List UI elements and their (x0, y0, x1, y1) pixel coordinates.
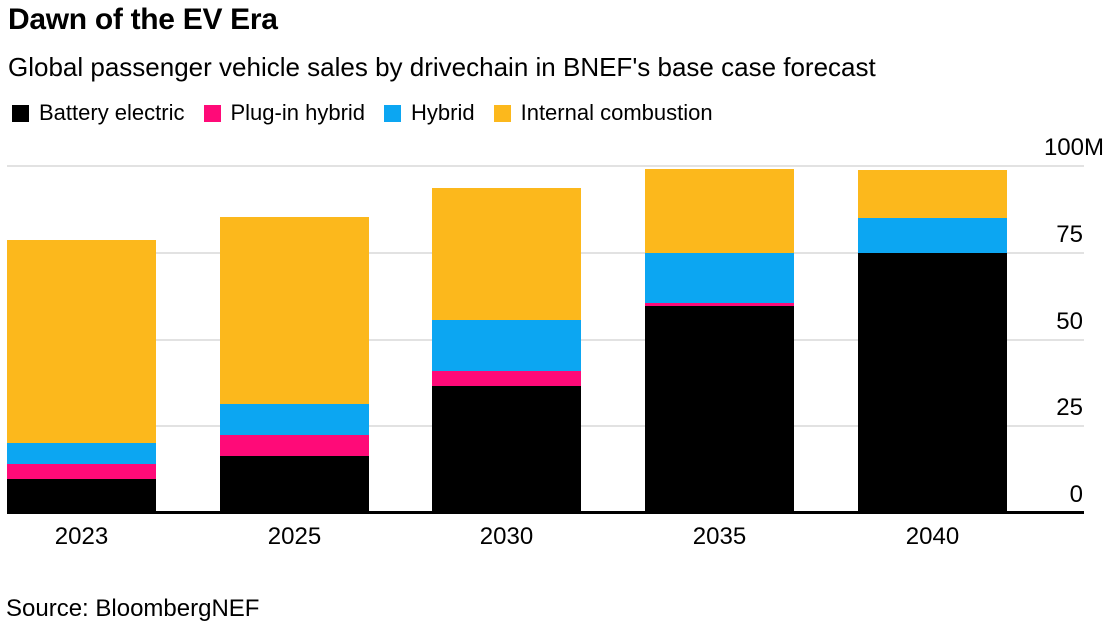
legend-swatch-battery-electric (12, 104, 29, 122)
bar-segment-2040-internal-combustion (858, 170, 1007, 218)
y-tick-75: 75 (1056, 221, 1083, 248)
source-note: Source: BloombergNEF (6, 595, 260, 622)
legend-label-internal-combustion: Internal combustion (520, 100, 713, 125)
legend-label-plug-in-hybrid: Plug-in hybrid (230, 100, 366, 125)
bar-2030 (432, 188, 581, 512)
y-tick-50: 50 (1056, 308, 1083, 335)
x-axis-line (7, 511, 1084, 514)
bar-segment-2025-battery-electric (220, 456, 369, 512)
bar-2025 (220, 217, 369, 512)
legend-item-battery-electric: Battery electric (12, 100, 185, 126)
x-label-2035: 2035 (692, 523, 747, 550)
gridline-100 (7, 165, 1084, 167)
x-label-2030: 2030 (479, 523, 534, 550)
bar-segment-2030-battery-electric (432, 386, 581, 512)
bar-segment-2025-plug-in-hybrid (220, 434, 369, 457)
legend-item-hybrid: Hybrid (384, 100, 475, 126)
bar-segment-2040-hybrid (858, 217, 1007, 254)
bar-2023 (7, 239, 156, 512)
legend: Battery electric Plug-in hybrid Hybrid Inte… (12, 100, 713, 126)
bar-segment-2023-battery-electric (7, 479, 156, 512)
y-tick-100: 100M (1043, 134, 1104, 161)
chart-subtitle: Global passenger vehicle sales by drivec… (8, 52, 876, 82)
bar-2035 (645, 168, 794, 512)
x-label-2040: 2040 (905, 523, 960, 550)
legend-swatch-internal-combustion (493, 104, 511, 122)
bar-segment-2040-battery-electric (858, 253, 1007, 512)
y-tick-25: 25 (1056, 394, 1083, 421)
x-label-2023: 2023 (54, 523, 109, 550)
bar-segment-2035-battery-electric (645, 305, 794, 512)
legend-swatch-plug-in-hybrid (203, 104, 221, 122)
bar-segment-2030-hybrid (432, 320, 581, 372)
bar-2040 (858, 170, 1007, 512)
legend-swatch-hybrid (384, 104, 402, 122)
legend-label-hybrid: Hybrid (411, 100, 475, 125)
legend-label-battery-electric: Battery electric (39, 100, 185, 125)
bar-segment-2023-hybrid (7, 442, 156, 465)
bar-segment-2025-hybrid (220, 404, 369, 435)
bar-segment-2023-internal-combustion (7, 239, 156, 443)
legend-item-internal-combustion: Internal combustion (493, 100, 713, 126)
chart-title: Dawn of the EV Era (8, 3, 278, 36)
bar-segment-2025-internal-combustion (220, 217, 369, 405)
legend-item-plug-in-hybrid: Plug-in hybrid (203, 100, 366, 126)
bar-segment-2023-plug-in-hybrid (7, 464, 156, 480)
x-label-2025: 2025 (267, 523, 322, 550)
bar-segment-2030-plug-in-hybrid (432, 371, 581, 387)
bar-segment-2035-plug-in-hybrid (645, 302, 794, 306)
bar-segment-2035-hybrid (645, 252, 794, 303)
bar-segment-2035-internal-combustion (645, 168, 794, 253)
y-tick-0: 0 (1069, 481, 1083, 508)
bar-segment-2030-internal-combustion (432, 188, 581, 321)
